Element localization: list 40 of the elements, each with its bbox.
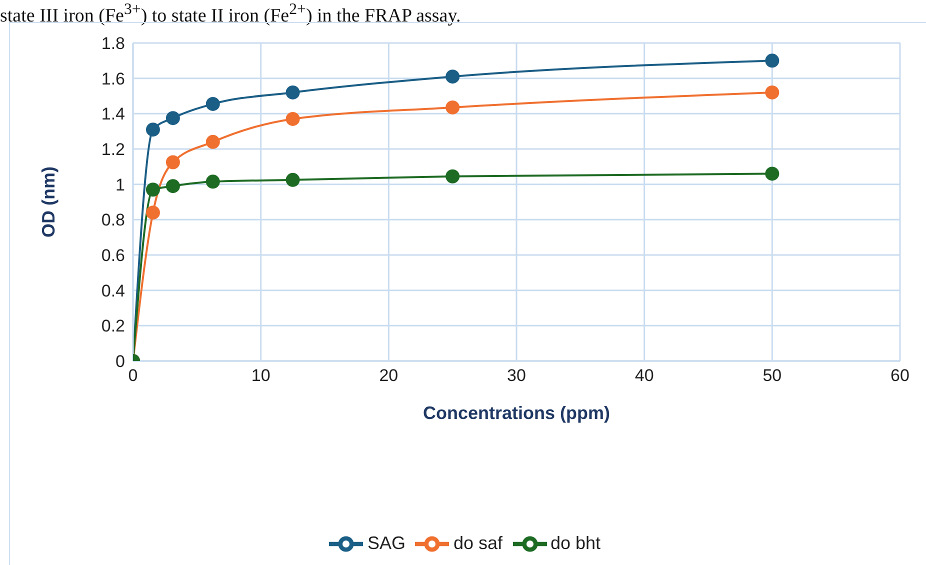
point — [206, 174, 220, 189]
x-tick-label: 40 — [634, 366, 654, 386]
point — [286, 112, 300, 126]
point — [146, 182, 160, 197]
y-tick-label: 0.4 — [101, 281, 125, 300]
point — [765, 85, 780, 100]
point — [765, 166, 780, 181]
point — [206, 96, 220, 111]
point — [446, 100, 460, 114]
x-tick-label: 20 — [379, 366, 398, 386]
point — [446, 169, 460, 184]
y-tick-label: 0.2 — [101, 316, 125, 336]
point — [146, 122, 160, 137]
y-tick-label: 1.6 — [101, 69, 125, 88]
point — [286, 172, 300, 187]
y-axis-title: OD (nm) — [38, 166, 58, 238]
point — [166, 155, 180, 170]
y-tick-label: 1.8 — [101, 34, 125, 54]
y-tick-label: 1 — [116, 175, 125, 194]
y-tick-label: 0 — [116, 352, 125, 372]
point — [166, 111, 180, 126]
x-tick-label: 30 — [507, 366, 526, 386]
x-tick-label: 0 — [128, 366, 138, 386]
point — [446, 70, 460, 84]
point — [166, 179, 180, 194]
legend-label: do bht — [550, 532, 601, 553]
x-tick-label: 60 — [890, 366, 910, 386]
legend-label: do saf — [453, 532, 502, 553]
x-tick-label: 10 — [251, 366, 270, 386]
y-tick-label: 0.6 — [101, 246, 125, 266]
x-axis-title: Concentrations (ppm) — [423, 403, 610, 423]
y-tick-label: 1.2 — [101, 140, 125, 160]
y-tick-label: 1.4 — [101, 104, 125, 124]
x-tick-label: 50 — [762, 366, 782, 386]
point — [206, 134, 220, 149]
legend-label: SAG — [367, 532, 406, 553]
point — [286, 85, 300, 100]
point — [765, 54, 780, 68]
y-tick-label: 0.8 — [101, 210, 125, 230]
point — [146, 206, 160, 220]
